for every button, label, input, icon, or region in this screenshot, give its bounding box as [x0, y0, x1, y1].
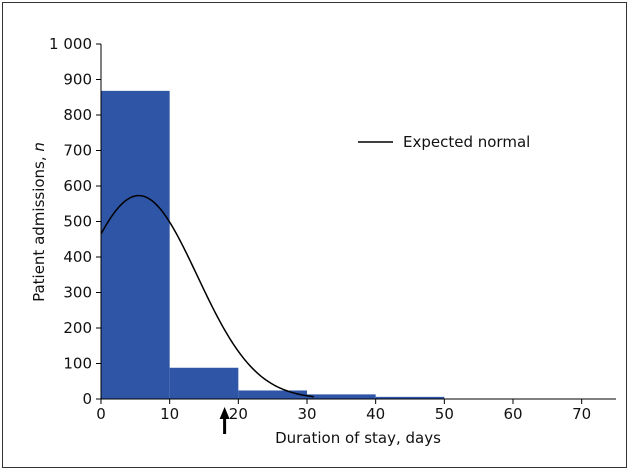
- x-tick-label: 10: [160, 405, 179, 423]
- histogram-bar-3: [307, 394, 376, 399]
- histogram-bar-4: [375, 396, 445, 399]
- y-tick-label: 500: [63, 213, 92, 231]
- x-tick-label: 60: [503, 405, 522, 423]
- y-tick-label: 900: [63, 71, 92, 89]
- y-tick-label: 100: [63, 355, 92, 373]
- x-tick-label: 20: [229, 405, 248, 423]
- y-axis-title: Patient admissions, n: [30, 142, 48, 302]
- x-tick-label: 30: [297, 405, 316, 423]
- histogram-bar-2: [238, 390, 307, 399]
- x-tick-label: 50: [435, 405, 454, 423]
- y-tick-label: 600: [63, 177, 92, 195]
- y-tick-label: 800: [63, 106, 92, 124]
- histogram-bar-1: [169, 367, 239, 399]
- x-tick-label: 40: [366, 405, 385, 423]
- x-ticks-group: 0 10 20 30 40 50 60 70: [96, 399, 591, 423]
- y-tick-label: 700: [63, 142, 92, 160]
- x-tick-label: 70: [572, 405, 591, 423]
- legend-label: Expected normal: [403, 133, 530, 151]
- arrow-marker: [219, 407, 230, 434]
- y-tick-label: 300: [63, 284, 92, 302]
- histogram-bar-0: [101, 90, 170, 400]
- x-tick-label: 0: [96, 405, 106, 423]
- x-axis-title: Duration of stay, days: [275, 429, 441, 447]
- y-ticks-group: 0 100 200 300 400 500 600 700 800 900 1 000: [49, 35, 101, 408]
- y-tick-label: 1 000: [49, 35, 92, 53]
- y-tick-label: 0: [82, 390, 92, 408]
- expected-normal-curve: [100, 194, 314, 398]
- bars-group: [101, 90, 616, 400]
- y-tick-label: 200: [63, 319, 92, 337]
- y-tick-label: 400: [63, 248, 92, 266]
- arrow-head: [219, 407, 230, 419]
